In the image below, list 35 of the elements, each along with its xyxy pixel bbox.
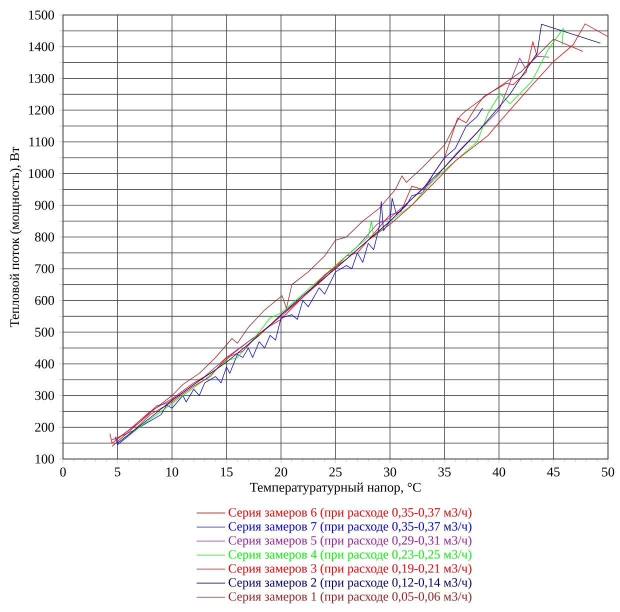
y-tick-label: 1500 xyxy=(29,10,54,20)
x-tick-label: 40 xyxy=(492,467,506,476)
y-tick-label: 1100 xyxy=(30,137,54,146)
y-tick-label: 1300 xyxy=(29,74,54,83)
x-tick-label: 0 xyxy=(60,467,66,476)
y-tick-label: 800 xyxy=(35,232,54,242)
y-tick-label: 600 xyxy=(35,296,54,305)
y-tick-label: 300 xyxy=(35,391,54,400)
x-tick-label: 20 xyxy=(274,467,288,476)
x-tick-label: 15 xyxy=(221,467,233,476)
y-axis-title: Тепловой поток (мощность), Вт xyxy=(10,146,22,328)
y-tick-label: 200 xyxy=(35,422,54,432)
y-tick-label: 100 xyxy=(36,454,54,464)
x-tick-label: 35 xyxy=(438,467,451,476)
x-tick-label: 50 xyxy=(602,467,614,476)
y-tick-label: 900 xyxy=(34,200,54,210)
y-tick-label: 1400 xyxy=(29,42,54,52)
legend-label: Серия замеров 5 (при расходе 0,29-0,31 м3/ч) xyxy=(228,536,472,548)
legend-label: Серия замеров 1 (при расходе 0,05-0,06 м3/ч) xyxy=(228,592,472,604)
y-tick-label: 700 xyxy=(35,264,54,274)
legend-label: Серия замеров 6 (при расходе 0,35-0,37 м3/ч) xyxy=(228,508,472,520)
x-tick-label: 45 xyxy=(547,467,560,476)
legend-label: Серия замеров 4 (при расходе 0,23-0,25 м3/ч) xyxy=(228,550,472,562)
legend-label: Серия замеров 3 (при расходе 0,19-0,21 м3/ч) xyxy=(228,564,472,576)
y-tick-label: 500 xyxy=(35,328,54,337)
x-tick-label: 30 xyxy=(384,467,396,476)
x-tick-label: 5 xyxy=(114,467,120,476)
x-tick-label: 10 xyxy=(166,467,178,476)
legend-label: Серия замеров 7 (при расходе 0,35-0,37 м3/ч) xyxy=(228,522,472,534)
y-tick-label: 1200 xyxy=(29,106,54,115)
legend-label: Серия замеров 2 (при расходе 0,12-0,14 м3/ч) xyxy=(228,578,472,590)
y-tick-label: 1000 xyxy=(29,169,54,178)
x-axis-title: Температуратурный напор, °С xyxy=(250,482,421,495)
x-tick-label: 25 xyxy=(329,467,342,476)
y-tick-label: 400 xyxy=(34,359,54,368)
